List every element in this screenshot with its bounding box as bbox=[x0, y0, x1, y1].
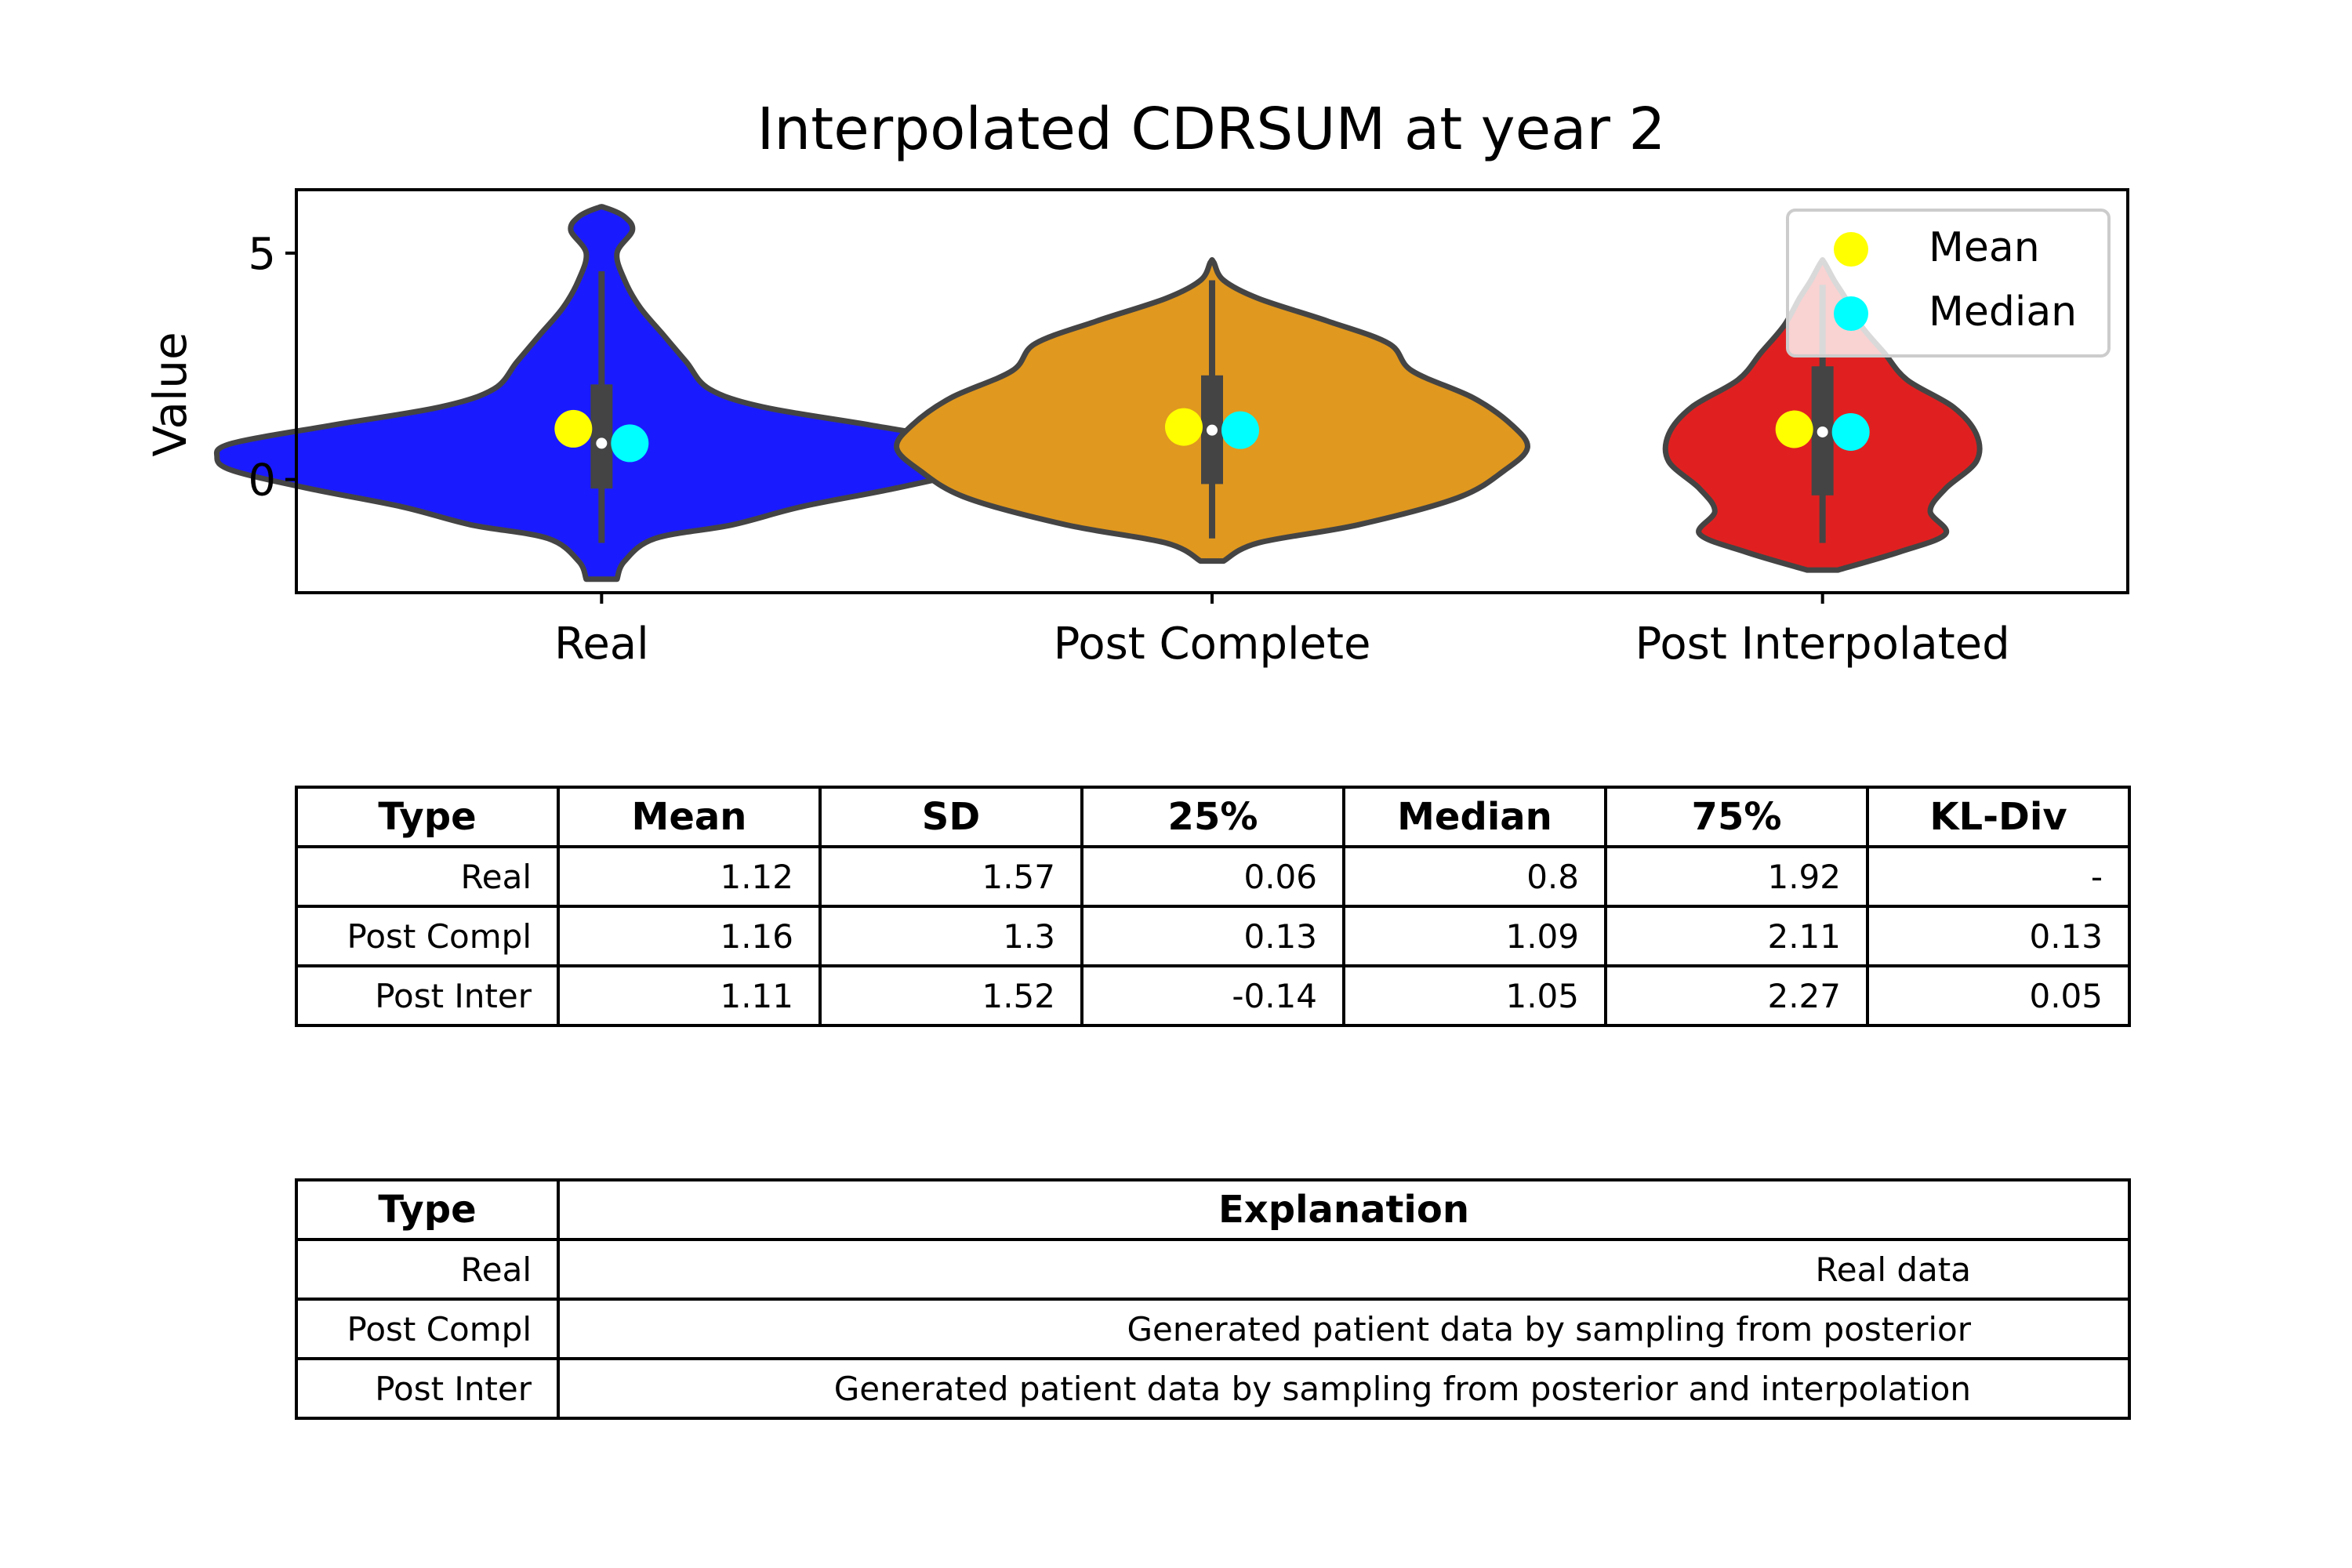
cell-25pct: 0.13 bbox=[1080, 905, 1345, 967]
header-type: Type bbox=[295, 786, 560, 848]
violins-layer bbox=[213, 204, 1983, 583]
cell-kl-div: 0.05 bbox=[1866, 964, 2131, 1027]
cell-mean: 1.11 bbox=[557, 964, 822, 1027]
cell-explanation: Generated patient data by sampling from … bbox=[557, 1298, 2131, 1360]
mean-point bbox=[1165, 408, 1203, 446]
x-tick-label: Real bbox=[554, 619, 649, 670]
cell-median: 1.09 bbox=[1342, 905, 1607, 967]
table-row: Post Compl 1.16 1.3 0.13 1.09 2.11 0.13 bbox=[295, 905, 2131, 967]
cell-type: Real bbox=[295, 1238, 560, 1301]
median-point bbox=[1221, 411, 1259, 449]
cell-median: 0.8 bbox=[1342, 845, 1607, 908]
cell-mean: 1.12 bbox=[557, 845, 822, 908]
table-row: Post Compl Generated patient data by sam… bbox=[295, 1298, 2131, 1360]
legend-median-marker bbox=[1834, 296, 1868, 331]
cell-explanation: Real data bbox=[557, 1238, 2131, 1301]
header-mean: Mean bbox=[557, 786, 822, 848]
x-tick-label: Post Complete bbox=[1054, 619, 1371, 670]
cell-75pct: 2.27 bbox=[1604, 964, 1869, 1027]
header-explanation: Explanation bbox=[557, 1178, 2131, 1241]
axes-layer: 0 5 Real Post Complete Post Interpolated bbox=[248, 188, 2129, 670]
median-dot bbox=[1207, 424, 1218, 436]
cell-75pct: 2.11 bbox=[1604, 905, 1869, 967]
cell-type: Post Inter bbox=[295, 964, 560, 1027]
legend: Mean Median bbox=[1786, 209, 2111, 358]
median-dot bbox=[1817, 426, 1828, 437]
chart-title: Interpolated CDRSUM at year 2 bbox=[757, 96, 1665, 163]
header-kl-div: KL-Div bbox=[1866, 786, 2131, 848]
table-row: Post Inter Generated patient data by sam… bbox=[295, 1357, 2131, 1420]
table-row: Real Real data bbox=[295, 1238, 2131, 1301]
table-row: Real 1.12 1.57 0.06 0.8 1.92 - bbox=[295, 845, 2131, 908]
header-sd: SD bbox=[818, 786, 1083, 848]
table-row: Post Inter 1.11 1.52 -0.14 1.05 2.27 0.0… bbox=[295, 964, 2131, 1027]
cell-25pct: 0.06 bbox=[1080, 845, 1345, 908]
y-axis-label: Value bbox=[143, 332, 197, 456]
header-median: Median bbox=[1342, 786, 1607, 848]
cell-explanation: Generated patient data by sampling from … bbox=[557, 1357, 2131, 1420]
cell-median: 1.05 bbox=[1342, 964, 1607, 1027]
cell-sd: 1.52 bbox=[818, 964, 1083, 1027]
y-tick-label: 0 bbox=[248, 456, 276, 506]
cell-kl-div: 0.13 bbox=[1866, 905, 2131, 967]
stats-header-row: Type Mean SD 25% Median 75% KL-Div bbox=[295, 786, 2131, 848]
median-point bbox=[611, 424, 649, 463]
header-75pct: 75% bbox=[1604, 786, 1869, 848]
median-point bbox=[1831, 412, 1870, 451]
cell-kl-div: - bbox=[1866, 845, 2131, 908]
mean-point bbox=[554, 409, 593, 448]
cell-mean: 1.16 bbox=[557, 905, 822, 967]
median-dot bbox=[596, 437, 608, 449]
cell-type: Post Compl bbox=[295, 905, 560, 967]
cell-25pct: -0.14 bbox=[1080, 964, 1345, 1027]
cell-type: Post Inter bbox=[295, 1357, 560, 1420]
cell-75pct: 1.92 bbox=[1604, 845, 1869, 908]
mean-point bbox=[1775, 410, 1813, 448]
stats-table: Type Mean SD 25% Median 75% KL-Div Real … bbox=[295, 786, 2131, 1027]
header-type: Type bbox=[295, 1178, 560, 1241]
explanation-table: Type Explanation Real Real data Post Com… bbox=[295, 1178, 2131, 1420]
cell-sd: 1.3 bbox=[818, 905, 1083, 967]
explanation-header-row: Type Explanation bbox=[295, 1178, 2131, 1241]
legend-mean-marker bbox=[1834, 232, 1868, 267]
cell-sd: 1.57 bbox=[818, 845, 1083, 908]
header-25pct: 25% bbox=[1080, 786, 1345, 848]
x-tick-label: Post Interpolated bbox=[1635, 619, 2010, 670]
y-tick-label: 5 bbox=[248, 229, 276, 280]
cell-type: Real bbox=[295, 845, 560, 908]
legend-median-label: Median bbox=[1929, 289, 2077, 336]
cell-type: Post Compl bbox=[295, 1298, 560, 1360]
iqr-box bbox=[590, 384, 613, 489]
legend-mean-label: Mean bbox=[1929, 224, 2040, 271]
